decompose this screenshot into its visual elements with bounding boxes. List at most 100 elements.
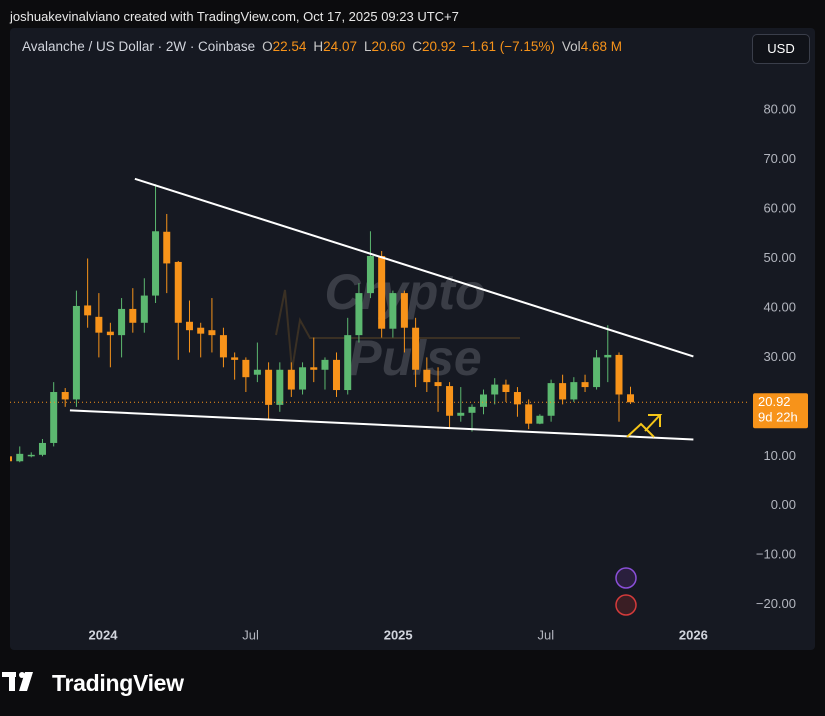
candle-body	[287, 369, 295, 390]
x-tick-label: 2024	[89, 627, 119, 642]
candle-body	[16, 453, 24, 462]
y-tick-label: 70.00	[763, 151, 796, 166]
y-tick-label: 80.00	[763, 102, 796, 117]
candle-body	[253, 369, 261, 375]
legend-value: 20.60	[371, 39, 406, 54]
candle-body	[208, 330, 216, 336]
trend-line	[69, 409, 694, 441]
y-tick-label: −20.00	[756, 596, 796, 611]
candle-body	[615, 354, 623, 395]
y-tick-label: 50.00	[763, 250, 796, 265]
candle-body	[412, 327, 420, 370]
candle-body	[593, 357, 601, 388]
candle-body	[366, 256, 374, 294]
legend-key: Vol	[561, 39, 581, 54]
candle-body	[265, 369, 273, 405]
plot	[10, 177, 694, 463]
candle-body	[299, 367, 307, 390]
candle-body	[559, 383, 567, 400]
y-tick-label: 40.00	[763, 299, 796, 314]
candle-body	[197, 327, 205, 334]
y-tick-label: 30.00	[763, 349, 796, 364]
candle-body	[72, 305, 80, 400]
candle-body	[389, 293, 397, 329]
candle-body	[50, 392, 58, 443]
legend-key: H	[313, 39, 324, 54]
x-tick-label: Jul	[242, 627, 259, 642]
candle-body	[10, 456, 13, 462]
brand-logo	[9, 672, 15, 691]
header: joshuakevinalviano created with TradingV…	[10, 9, 459, 24]
candle-body	[321, 359, 329, 370]
legend-value: 24.07	[323, 39, 357, 54]
brand-logo	[19, 672, 25, 678]
last-price-box	[753, 393, 808, 429]
candle-body	[219, 335, 227, 358]
legend-value: 22.54	[272, 39, 307, 54]
candle-body	[434, 382, 442, 387]
candle-body	[163, 231, 171, 264]
legend-title: Avalanche / US Dollar · 2W · Coinbase	[22, 39, 256, 54]
legend: Avalanche / US Dollar · 2W · Coinbase O22…	[22, 39, 622, 54]
candle-body	[106, 331, 114, 336]
candle-body	[27, 454, 35, 457]
y-tick-label: 10.00	[763, 448, 796, 463]
countdown-label: 9d 22h	[758, 410, 798, 425]
candle-body	[547, 383, 555, 416]
candle-body	[152, 231, 160, 296]
legend-value: 20.92	[422, 39, 456, 54]
candle-body	[84, 305, 92, 316]
last-price-label: 20.92	[758, 394, 791, 409]
candle-body	[355, 293, 363, 336]
candle-body	[627, 394, 635, 403]
candle-body	[536, 415, 544, 424]
candle-body	[604, 354, 612, 358]
candle-body	[129, 308, 137, 323]
x-tick-label: 2026	[679, 627, 708, 642]
candle-body	[38, 442, 46, 455]
candle-body	[423, 369, 431, 383]
event-icon[interactable]	[615, 594, 637, 616]
candle-body	[242, 359, 250, 378]
candle-body	[513, 392, 521, 405]
candle-body	[231, 357, 239, 360]
candle-body	[570, 382, 578, 400]
candle-body	[95, 316, 103, 333]
trend-line	[134, 177, 694, 358]
candle-body	[400, 293, 408, 328]
legend-key: O	[262, 39, 273, 54]
x-tick-label: 2025	[384, 627, 413, 642]
y-tick-label: −10.00	[756, 547, 796, 562]
candle-body	[525, 404, 533, 424]
candle-body	[61, 392, 69, 400]
candle-body	[491, 384, 499, 395]
currency-button[interactable]: USD	[752, 34, 810, 64]
legend-value: 4.68 M	[580, 39, 622, 54]
legend-key: C	[412, 39, 423, 54]
candle-body	[344, 335, 352, 391]
candle-body	[174, 261, 182, 323]
y-tick-label: 0.00	[771, 497, 796, 512]
brand-name: TradingView	[52, 670, 184, 696]
candle-body	[118, 308, 126, 336]
candle-body	[457, 412, 465, 416]
candle-body	[310, 367, 318, 370]
brand-logo	[19, 672, 33, 691]
legend-value: −1.61 (−7.15%)	[461, 39, 555, 54]
candle-body	[332, 359, 340, 391]
candle-body	[276, 369, 284, 405]
candle-body	[468, 406, 476, 413]
candle-body	[140, 295, 148, 323]
arrow-annotation	[626, 422, 655, 438]
candle-body	[502, 384, 510, 393]
candle-body	[480, 394, 488, 407]
event-icon[interactable]	[615, 567, 637, 589]
candle-body	[378, 256, 386, 329]
candle-body	[185, 321, 193, 331]
x-tick-label: Jul	[537, 627, 554, 642]
arrow-annotation	[644, 414, 663, 432]
candle-body	[581, 382, 589, 388]
legend-key: L	[363, 39, 372, 54]
